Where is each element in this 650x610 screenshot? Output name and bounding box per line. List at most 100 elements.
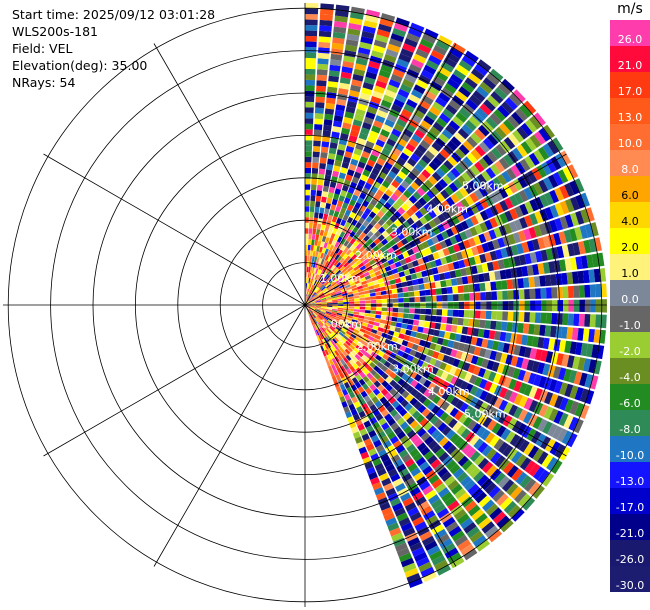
velocity-gate [526,170,538,184]
velocity-gate [392,256,400,263]
velocity-gate [431,524,445,535]
velocity-gate [381,214,389,223]
velocity-gate [388,364,396,372]
velocity-gate [312,228,317,235]
colorbar-unit: m/s [617,1,643,17]
velocity-gate [415,332,423,339]
velocity-gate [402,286,409,293]
velocity-gate [452,286,459,294]
velocity-gate [477,474,489,487]
velocity-gate [329,370,335,377]
velocity-gate [372,44,386,54]
velocity-gate [529,288,536,299]
velocity-gate [311,239,315,246]
velocity-gate [385,218,394,227]
velocity-gate [305,189,311,196]
velocity-gate [306,288,308,295]
velocity-gate [442,174,453,185]
velocity-gate [370,376,378,384]
velocity-gate [403,439,413,449]
velocity-gate [508,391,518,403]
velocity-gate [453,467,465,479]
velocity-gate [410,331,417,338]
velocity-gate [316,269,321,275]
velocity-gate [310,278,314,284]
velocity-gate [306,277,308,284]
velocity-gate [523,100,537,115]
velocity-gate [317,251,322,258]
velocity-gate [336,325,343,330]
velocity-gate [389,223,398,231]
velocity-gate [495,126,507,139]
velocity-gate [526,265,534,276]
velocity-gate [405,368,413,376]
velocity-gate [461,459,473,471]
velocity-gate [373,380,381,388]
velocity-gate [469,292,476,301]
velocity-gate [386,84,399,94]
velocity-gate [324,266,329,273]
velocity-gate [434,528,447,540]
velocity-gate [370,226,378,234]
velocity-gate [346,242,353,249]
velocity-gate [415,48,429,59]
velocity-gate [345,106,356,114]
velocity-gate [580,209,590,224]
velocity-gate [319,294,325,298]
velocity-gate [368,391,376,400]
velocity-gate [393,123,405,133]
velocity-gate [357,342,364,348]
velocity-gate [535,288,541,299]
velocity-gate [359,328,366,333]
velocity-gate [331,282,337,287]
velocity-gate [387,417,396,427]
velocity-gate [595,314,602,328]
velocity-gate [392,502,404,512]
velocity-gate [492,239,500,250]
velocity-gate [305,140,313,146]
velocity-gate [381,148,391,157]
velocity-gate [320,345,325,352]
velocity-gate [323,230,328,237]
velocity-gate [365,140,375,149]
velocity-gate [389,214,398,223]
velocity-gate [410,223,419,232]
velocity-gate [459,187,469,198]
velocity-gate [413,319,420,326]
velocity-gate [442,302,448,309]
velocity-gate [486,339,494,350]
velocity-gate [566,272,574,285]
velocity-gate [438,273,446,281]
velocity-gate [551,247,559,260]
velocity-gate [345,255,351,262]
velocity-gate [343,306,349,309]
velocity-gate [305,233,309,240]
velocity-gate [314,124,323,131]
velocity-gate [390,166,400,175]
velocity-gate [364,330,371,336]
velocity-gate [305,8,319,15]
velocity-gate [479,198,489,209]
colorbar-label: -6.0 [619,397,641,410]
velocity-gate [472,365,481,376]
velocity-gate [392,27,407,38]
velocity-gate [359,348,367,355]
velocity-gate [385,48,399,58]
velocity-gate [419,480,431,491]
velocity-gate [339,284,345,289]
velocity-gate [305,118,314,124]
velocity-gate [537,418,548,432]
velocity-gate [413,84,426,95]
velocity-gate [433,44,447,56]
velocity-gate [319,207,325,214]
velocity-gate [311,167,319,174]
velocity-gate [357,262,365,268]
velocity-gate [397,312,404,318]
velocity-gate [469,94,482,107]
velocity-gate [401,229,410,238]
velocity-gate [560,326,568,339]
velocity-gate [331,131,340,139]
velocity-gate [420,432,431,442]
velocity-gate [399,193,408,203]
velocity-gate [316,289,322,294]
